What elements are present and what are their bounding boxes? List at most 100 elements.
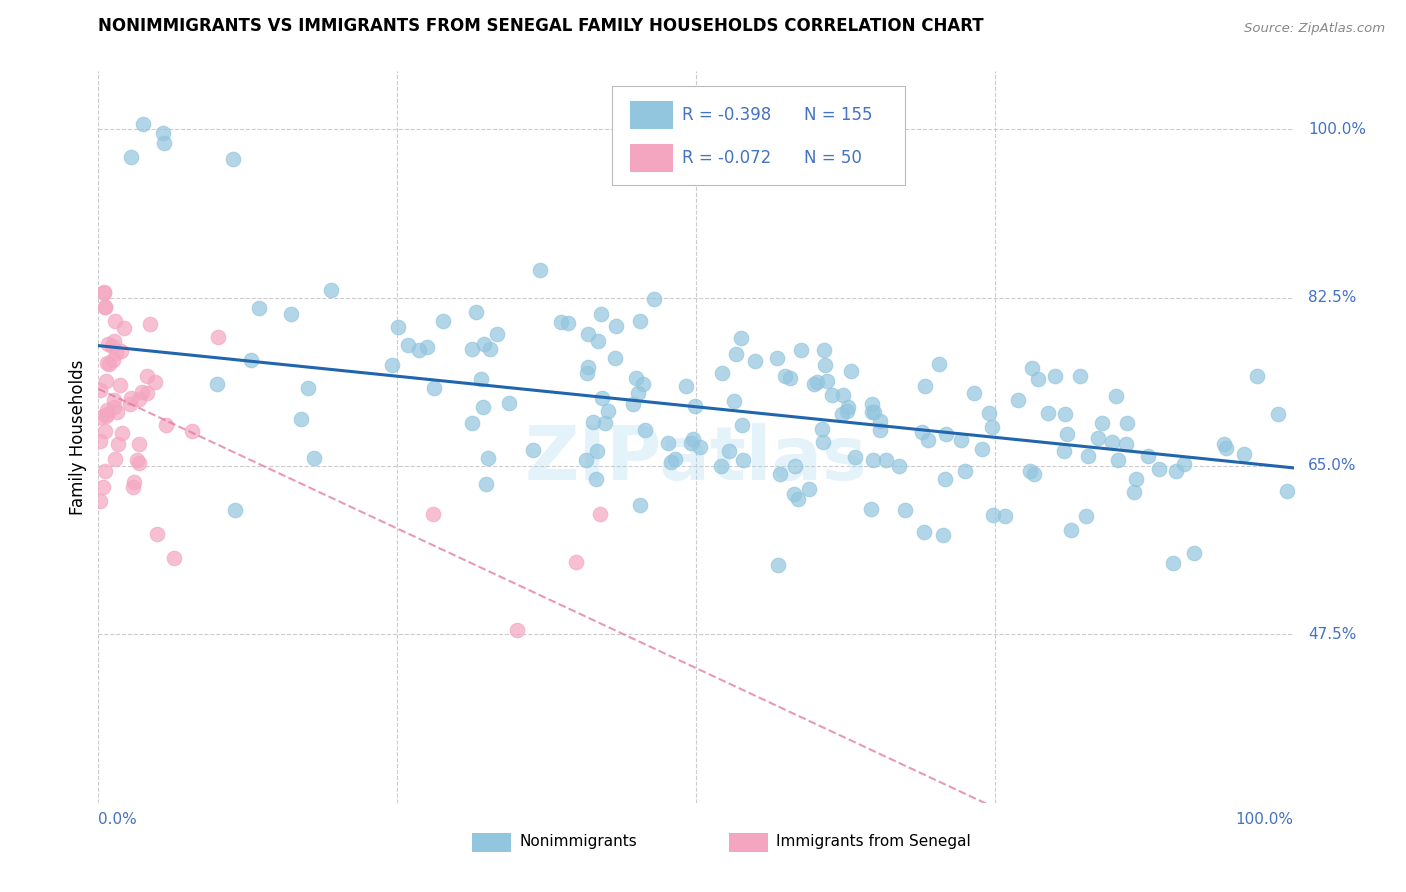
Point <box>1056 427 1078 442</box>
FancyBboxPatch shape <box>630 144 673 171</box>
Point <box>931 528 953 542</box>
Point <box>122 480 145 494</box>
Point <box>475 477 498 491</box>
FancyBboxPatch shape <box>472 833 510 852</box>
Point <box>207 329 229 343</box>
Point <box>953 464 976 478</box>
Point <box>1087 431 1109 445</box>
Point <box>981 508 1004 523</box>
Point <box>432 314 454 328</box>
Point <box>894 502 917 516</box>
Point <box>460 342 482 356</box>
Point <box>103 334 125 348</box>
Point <box>839 364 862 378</box>
Point <box>627 386 650 401</box>
Point <box>1060 523 1083 537</box>
Point <box>779 370 801 384</box>
Point <box>387 320 409 334</box>
Point <box>96 407 118 421</box>
Point <box>844 450 866 465</box>
Point <box>89 383 111 397</box>
Point <box>1104 389 1126 403</box>
Point <box>789 343 811 358</box>
Text: N = 155: N = 155 <box>804 106 872 124</box>
Point <box>675 379 697 393</box>
Point <box>981 420 1004 434</box>
Point <box>423 381 446 395</box>
Point <box>464 305 486 319</box>
Point <box>589 306 612 320</box>
Point <box>96 356 118 370</box>
Point <box>146 527 169 541</box>
Point <box>934 472 956 486</box>
Point <box>744 354 766 368</box>
Point <box>1007 393 1029 408</box>
Point <box>928 357 950 371</box>
Point <box>710 458 733 473</box>
Point <box>643 292 665 306</box>
Point <box>887 458 910 473</box>
Point <box>912 525 935 540</box>
Point <box>731 453 754 467</box>
Point <box>626 370 648 384</box>
Text: Nonimmigrants: Nonimmigrants <box>519 834 637 849</box>
Point <box>994 508 1017 523</box>
Point <box>381 359 404 373</box>
Point <box>91 480 114 494</box>
Point <box>111 425 134 440</box>
Point <box>1125 472 1147 486</box>
Point <box>1147 462 1170 476</box>
Point <box>683 399 706 413</box>
Point <box>94 424 117 438</box>
Point <box>297 381 319 395</box>
Point <box>124 475 146 489</box>
Point <box>1267 407 1289 421</box>
Point <box>1091 416 1114 430</box>
Point <box>181 424 204 438</box>
Point <box>657 436 679 450</box>
Point <box>837 400 859 414</box>
Point <box>835 403 858 417</box>
Point <box>817 374 839 388</box>
Point <box>1164 464 1187 478</box>
Point <box>659 455 682 469</box>
Point <box>586 334 609 348</box>
Point <box>621 397 644 411</box>
Point <box>93 285 115 300</box>
Point <box>120 150 142 164</box>
Point <box>112 321 135 335</box>
Point <box>131 385 153 400</box>
Point <box>711 366 734 380</box>
Point <box>408 343 430 358</box>
Point <box>103 451 125 466</box>
Point <box>831 388 853 402</box>
Text: 47.5%: 47.5% <box>1308 627 1357 642</box>
Point <box>766 558 789 573</box>
Point <box>139 317 162 331</box>
Point <box>471 401 494 415</box>
Point <box>914 379 936 393</box>
Point <box>591 392 613 406</box>
Point <box>963 386 986 401</box>
Y-axis label: Family Households: Family Households <box>69 359 87 515</box>
Point <box>1115 437 1137 451</box>
Point <box>1052 444 1074 458</box>
Point <box>101 353 124 368</box>
Text: 0.0%: 0.0% <box>98 813 138 828</box>
Point <box>586 444 609 458</box>
Point <box>813 343 835 357</box>
Point <box>831 407 853 421</box>
Point <box>280 308 302 322</box>
Point <box>803 377 825 392</box>
Point <box>1076 508 1098 523</box>
Point <box>103 392 125 407</box>
Point <box>811 435 834 450</box>
Point <box>1026 372 1049 386</box>
Point <box>143 376 166 390</box>
Point <box>723 393 745 408</box>
Point <box>104 314 127 328</box>
Point <box>205 377 228 392</box>
Point <box>977 406 1000 420</box>
Point <box>105 405 128 419</box>
Point <box>1077 449 1099 463</box>
